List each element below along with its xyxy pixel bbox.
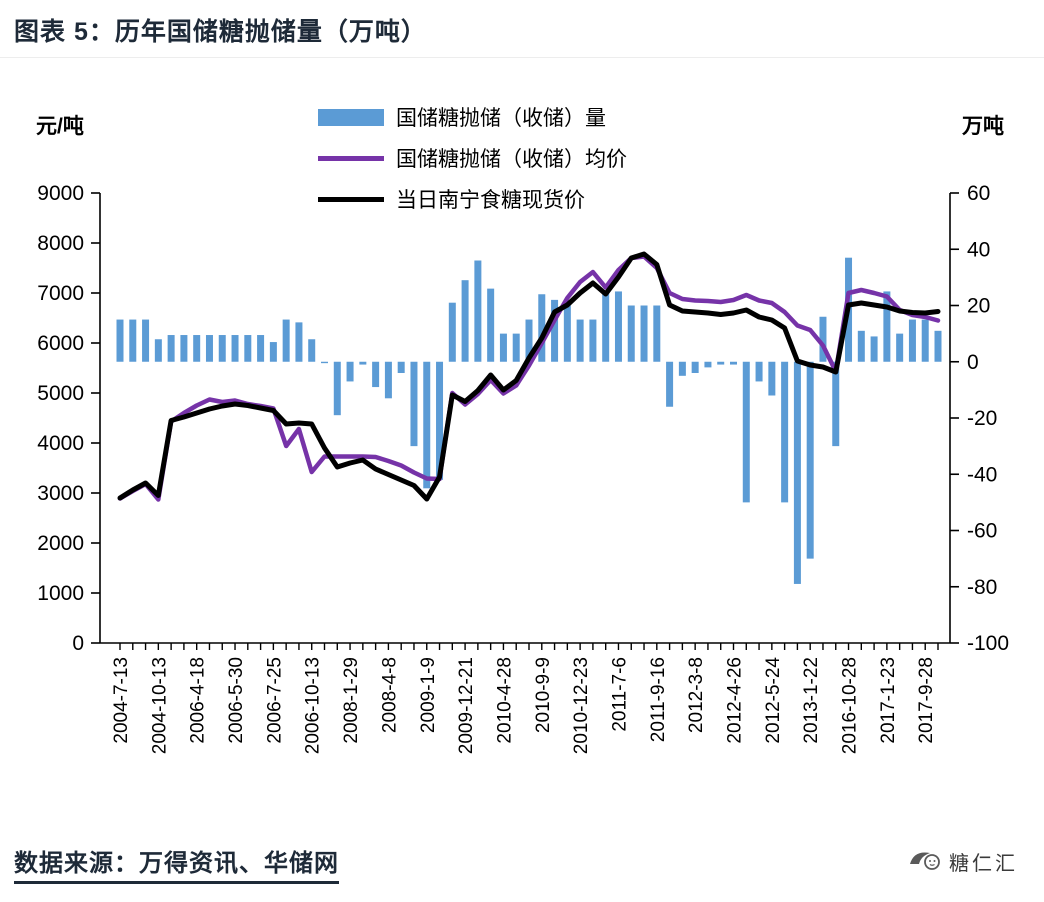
svg-text:3000: 3000 [37, 482, 84, 505]
svg-text:2010-4-28: 2010-4-28 [494, 657, 515, 744]
svg-text:2012-4-26: 2012-4-26 [725, 657, 746, 744]
svg-text:-40: -40 [967, 463, 997, 486]
legend: 国储糖抛储（收储）量 国储糖抛储（收储）均价 当日南宁食糖现货价 [318, 102, 627, 225]
svg-text:5000: 5000 [37, 382, 84, 405]
svg-text:9000: 9000 [37, 182, 84, 205]
svg-text:2009-12-21: 2009-12-21 [456, 657, 477, 754]
legend-bar-swatch [318, 108, 384, 126]
source-text: 数据来源：万得资讯、华储网 [14, 843, 339, 884]
svg-text:-20: -20 [967, 407, 997, 430]
svg-text:2012-3-8: 2012-3-8 [686, 657, 707, 733]
legend-item-avg-price: 国储糖抛储（收储）均价 [318, 143, 627, 173]
svg-text:2011-9-16: 2011-9-16 [648, 657, 669, 742]
svg-text:2006-5-30: 2006-5-30 [226, 657, 247, 744]
svg-text:-60: -60 [967, 520, 997, 543]
title-separator [0, 57, 1044, 58]
legend-label-avg-price: 国储糖抛储（收储）均价 [396, 148, 627, 171]
svg-text:2016-10-28: 2016-10-28 [840, 657, 861, 754]
chart-title: 图表 5：历年国储糖抛储量（万吨） [14, 18, 427, 46]
svg-text:2006-7-25: 2006-7-25 [264, 657, 285, 744]
svg-text:2008-1-29: 2008-1-29 [341, 657, 362, 744]
legend-spot-price-swatch [318, 196, 384, 202]
svg-text:-100: -100 [967, 632, 1009, 655]
svg-text:2004-7-13: 2004-7-13 [111, 657, 132, 744]
line-series [117, 251, 941, 502]
legend-avg-price-swatch [318, 155, 384, 161]
svg-text:-80: -80 [967, 576, 997, 599]
svg-text:7000: 7000 [37, 282, 84, 305]
bar-series [116, 257, 942, 584]
legend-item-volume: 国储糖抛储（收储）量 [318, 102, 627, 132]
left-axis-title: 元/吨 [36, 115, 84, 138]
legend-label-spot-price: 当日南宁食糖现货价 [396, 189, 585, 212]
legend-item-spot-price: 当日南宁食糖现货价 [318, 184, 627, 214]
svg-text:20: 20 [967, 295, 990, 318]
svg-text:8000: 8000 [37, 232, 84, 255]
svg-text:2006-10-13: 2006-10-13 [303, 657, 324, 754]
svg-text:2013-1-22: 2013-1-22 [801, 657, 822, 744]
legend-label-volume: 国储糖抛储（收储）量 [396, 107, 606, 130]
tangrenhui-logo-icon [910, 852, 940, 870]
axes: 0 1000 2000 3000 4000 5000 6000 7000 8000 9000 60 4… [37, 182, 1009, 754]
svg-text:2008-4-8: 2008-4-8 [379, 657, 400, 733]
tangrenhui-logo-text: 糖仁汇 [949, 852, 1018, 875]
svg-text:0: 0 [967, 351, 979, 374]
svg-text:2012-5-24: 2012-5-24 [763, 657, 784, 744]
svg-text:6000: 6000 [37, 332, 84, 355]
right-axis-title: 万吨 [962, 115, 1004, 138]
svg-text:60: 60 [967, 182, 990, 205]
svg-text:2010-9-9: 2010-9-9 [533, 657, 554, 733]
svg-text:2000: 2000 [37, 532, 84, 555]
tangrenhui-logo: 糖仁汇 [908, 846, 1018, 876]
svg-text:2006-4-18: 2006-4-18 [188, 657, 209, 744]
svg-text:2004-10-13: 2004-10-13 [149, 657, 170, 754]
svg-text:2017-1-23: 2017-1-23 [878, 657, 899, 744]
svg-text:2011-7-6: 2011-7-6 [609, 657, 630, 732]
svg-text:2010-12-23: 2010-12-23 [571, 657, 592, 754]
svg-text:1000: 1000 [37, 582, 84, 605]
svg-text:40: 40 [967, 238, 990, 261]
svg-text:2017-9-28: 2017-9-28 [916, 657, 937, 744]
svg-text:2009-1-9: 2009-1-9 [418, 657, 439, 733]
svg-text:0: 0 [72, 632, 84, 655]
svg-text:4000: 4000 [37, 432, 84, 455]
